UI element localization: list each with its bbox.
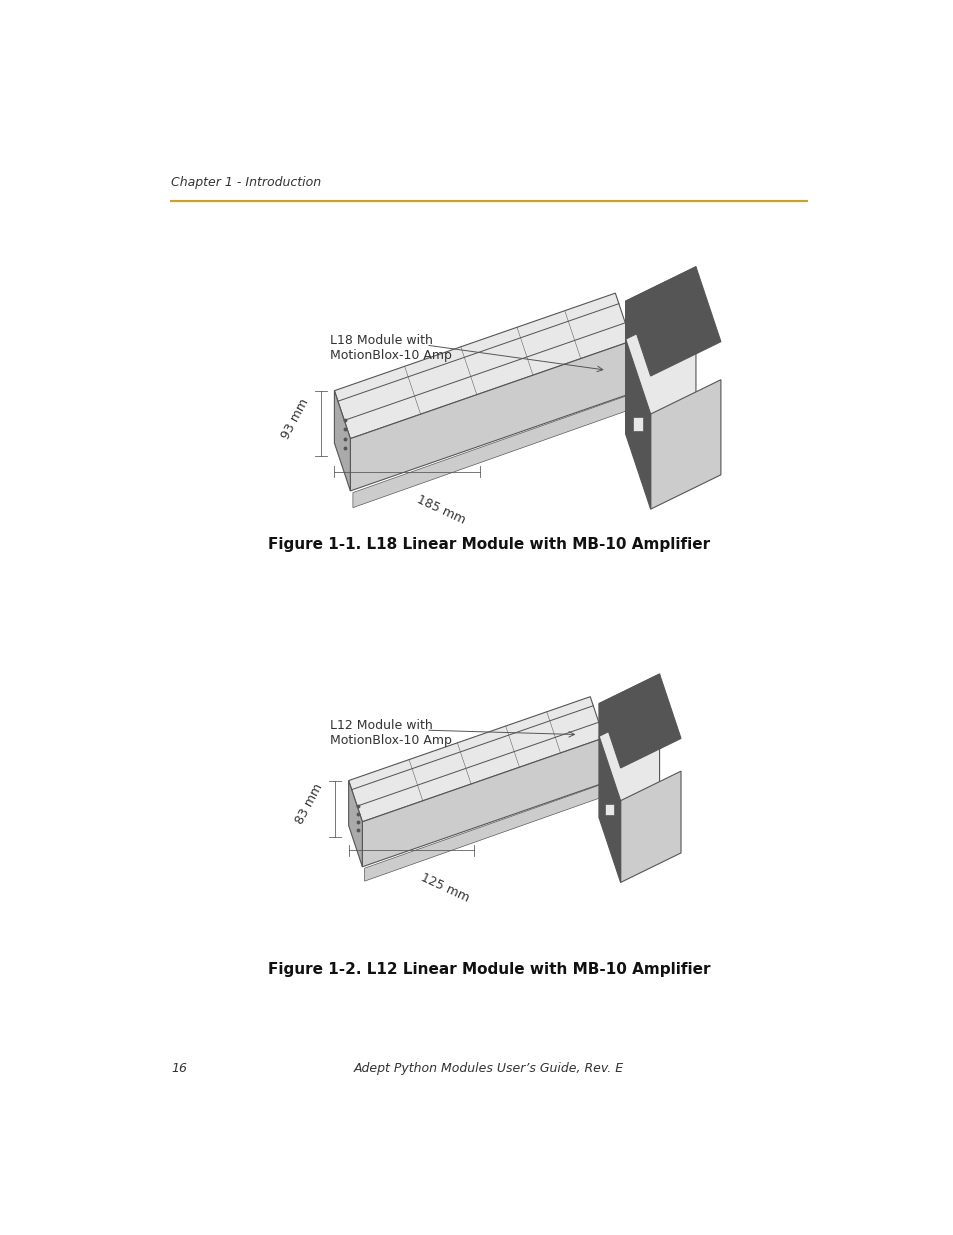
Polygon shape (625, 267, 720, 375)
Polygon shape (625, 301, 650, 414)
Text: L18 Module with
MotionBlox-10 Amp: L18 Module with MotionBlox-10 Amp (330, 335, 452, 362)
Polygon shape (625, 305, 695, 435)
Text: L12 Module with
MotionBlox-10 Amp: L12 Module with MotionBlox-10 Amp (330, 719, 452, 747)
Polygon shape (335, 293, 631, 438)
Polygon shape (350, 341, 631, 492)
Bar (632, 417, 642, 431)
Polygon shape (598, 706, 659, 818)
Polygon shape (598, 674, 680, 768)
Polygon shape (362, 737, 603, 867)
Polygon shape (598, 736, 620, 883)
Polygon shape (353, 395, 628, 508)
Polygon shape (364, 784, 601, 882)
Polygon shape (620, 771, 680, 883)
Polygon shape (348, 697, 603, 821)
Polygon shape (335, 390, 350, 492)
Text: 125 mm: 125 mm (418, 871, 471, 905)
Text: Figure 1-1. L18 Linear Module with MB-10 Amplifier: Figure 1-1. L18 Linear Module with MB-10… (268, 537, 709, 552)
Text: 185 mm: 185 mm (415, 493, 467, 526)
Polygon shape (348, 781, 362, 867)
Polygon shape (598, 704, 620, 800)
Polygon shape (650, 379, 720, 509)
Text: Figure 1-2. L12 Linear Module with MB-10 Amplifier: Figure 1-2. L12 Linear Module with MB-10… (268, 962, 709, 977)
Text: 93 mm: 93 mm (279, 396, 311, 441)
Polygon shape (625, 267, 695, 340)
Polygon shape (598, 674, 659, 736)
Bar (605, 804, 614, 815)
Text: 16: 16 (171, 1062, 187, 1076)
Text: Adept Python Modules User’s Guide, Rev. E: Adept Python Modules User’s Guide, Rev. … (354, 1062, 623, 1076)
Text: Chapter 1 - Introduction: Chapter 1 - Introduction (171, 177, 321, 189)
Text: 83 mm: 83 mm (294, 782, 325, 826)
Polygon shape (625, 340, 650, 509)
